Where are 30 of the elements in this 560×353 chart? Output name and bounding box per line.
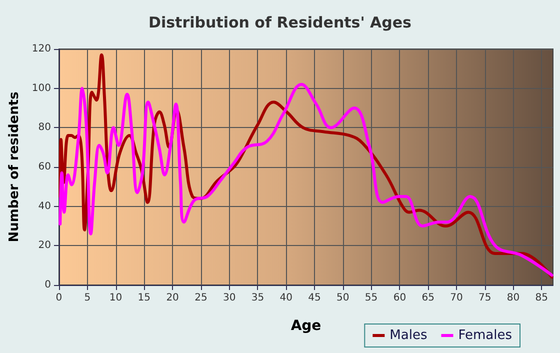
x-tick-label: 0 (56, 292, 62, 304)
x-tick-label: 5 (84, 292, 91, 304)
x-tick-label: 85 (535, 292, 548, 304)
legend-label: Females (458, 328, 512, 343)
x-tick-label: 40 (280, 292, 292, 304)
x-axis-title: Age (290, 318, 322, 334)
y-tick-label: 80 (38, 122, 51, 134)
x-tick-label: 35 (251, 292, 264, 304)
y-tick-label: 20 (38, 240, 51, 252)
x-tick-label: 45 (308, 292, 321, 304)
x-tick-label: 15 (138, 292, 151, 304)
x-tick-label: 75 (478, 292, 492, 304)
legend-label: Males (390, 328, 428, 343)
x-tick-label: 30 (222, 292, 236, 304)
y-tick-label: 0 (44, 280, 51, 290)
chart-title: Distribution of Residents' Ages (148, 14, 412, 32)
x-tick-label: 20 (166, 292, 179, 304)
x-tick-label: 70 (450, 292, 463, 304)
x-tick-label: 10 (109, 292, 122, 304)
y-tick-label: 120 (32, 44, 51, 54)
y-tick-label: 60 (38, 162, 51, 172)
x-tick-label: 80 (506, 292, 520, 304)
y-tick-label: 100 (32, 82, 51, 94)
y-axis-title: Number of residents (7, 91, 22, 242)
x-tick-label: 25 (194, 292, 208, 304)
y-tick-label: 40 (38, 200, 51, 212)
x-tick-label: 60 (393, 292, 406, 304)
x-tick-label: 55 (364, 292, 378, 304)
x-tick-label: 50 (336, 292, 350, 304)
x-tick-label: 65 (422, 292, 434, 304)
